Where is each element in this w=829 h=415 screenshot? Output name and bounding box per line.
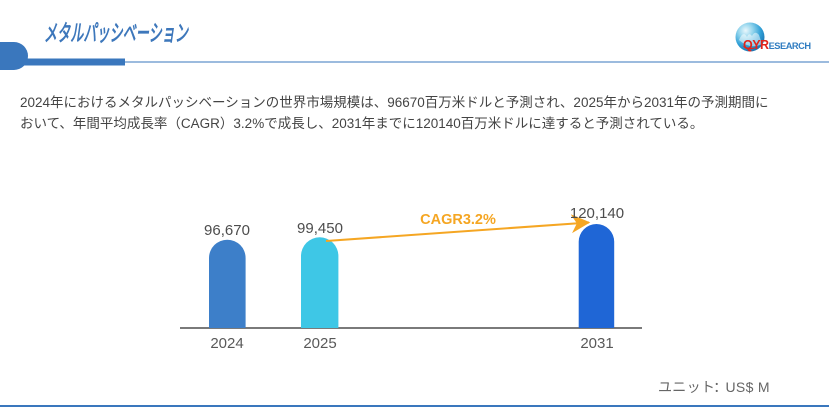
svg-text:CAGR3.2%: CAGR3.2% (420, 212, 496, 228)
svg-text:2025: 2025 (303, 335, 336, 352)
svg-text:120,140: 120,140 (570, 205, 624, 222)
svg-text:99,450: 99,450 (297, 220, 343, 237)
svg-text:2031: 2031 (580, 335, 613, 352)
svg-text:2024: 2024 (210, 335, 243, 352)
svg-text:96,670: 96,670 (204, 222, 250, 239)
